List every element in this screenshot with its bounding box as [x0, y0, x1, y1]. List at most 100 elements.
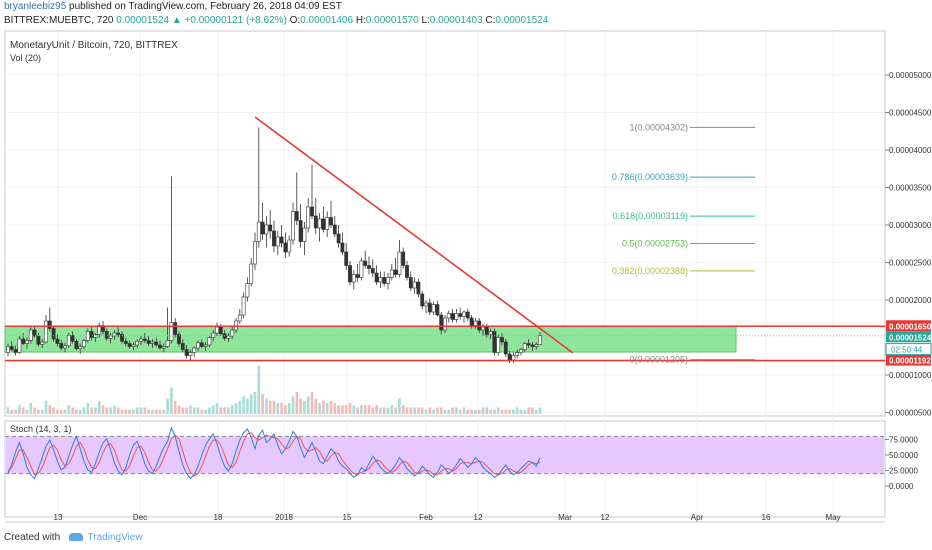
candle-body [89, 331, 94, 338]
time-tick-label: May [825, 513, 840, 522]
volume-bar [208, 407, 211, 414]
candle-body [17, 338, 22, 353]
candle-body [146, 340, 151, 344]
volume-bar [268, 400, 272, 414]
candle-body [249, 263, 254, 284]
price-tag-label: 0.00001650 [889, 322, 932, 331]
tradingview-logo-icon [68, 533, 83, 542]
volume-bar [436, 407, 439, 414]
candle-body [291, 211, 295, 241]
volume-bar [447, 409, 451, 414]
candle-body [135, 340, 140, 346]
volume-bar [405, 407, 409, 414]
volume-bar [401, 405, 405, 414]
volume-bar [348, 403, 352, 414]
volume-bar [439, 407, 443, 414]
open-value: 0.00001406 [300, 15, 354, 26]
volume-bar [508, 409, 511, 414]
candle-body [511, 355, 516, 361]
volume-bar [132, 409, 135, 414]
stoch-d-line [7, 432, 541, 477]
candle-body [21, 338, 26, 344]
candle-body [158, 344, 162, 349]
price-tag [886, 320, 931, 332]
volume-bar [223, 407, 226, 414]
volume-bar [500, 409, 504, 414]
candle-body [481, 326, 485, 331]
volume-bar [496, 407, 500, 414]
candle-body [389, 269, 394, 278]
volume-bar [101, 405, 105, 414]
candle-body [416, 281, 421, 295]
volume-bar [63, 409, 67, 414]
candle-body [405, 265, 409, 278]
footer: Created with TradingView [4, 532, 143, 543]
volume-bar [344, 405, 348, 414]
volume-bar [371, 407, 375, 414]
fib-level-label: 1(0.00004302) [629, 122, 688, 132]
candle-body [526, 343, 531, 346]
candle-body [443, 317, 447, 331]
volume-bar [451, 407, 454, 414]
volume-bar [200, 409, 204, 414]
candle-body [332, 224, 337, 235]
volume-bar [299, 398, 302, 414]
volume-bar [105, 407, 109, 414]
price-tag-label: 0.00001524 [889, 333, 932, 342]
support-resistance-zone [4, 325, 737, 353]
volume-bar [398, 398, 401, 414]
high-value: 0.00001570 [365, 15, 419, 26]
candle-body [165, 340, 170, 347]
volume-bar [379, 407, 382, 414]
candle-body [435, 304, 440, 316]
author-link[interactable]: bryanleebiz95 [4, 1, 67, 12]
volume-bar [158, 409, 162, 414]
candle-body [393, 269, 398, 275]
candle-body [169, 322, 174, 341]
candle-body [427, 302, 432, 313]
volume-bar [78, 409, 82, 414]
candle-body [55, 338, 60, 344]
tradingview-brand[interactable]: TradingView [87, 532, 143, 543]
volume-bar [18, 405, 21, 414]
volume-bar [337, 405, 340, 414]
volume-bar [14, 409, 17, 414]
volume-bar [71, 407, 74, 414]
candle-body [515, 352, 520, 356]
volume-bar [67, 405, 71, 414]
volume-bar [284, 405, 287, 414]
volume-bar [33, 407, 36, 414]
time-tick-label: 12 [601, 513, 610, 522]
candle-body [36, 335, 41, 345]
volume-bar [151, 409, 154, 414]
volume-bar [314, 398, 318, 414]
candle-body [283, 242, 288, 253]
volume-bar [417, 407, 420, 414]
candle-body [63, 345, 67, 349]
volume-bar [238, 400, 242, 414]
fib-level-label: 0(0.00001205) [629, 355, 688, 365]
volume-bar [512, 409, 515, 414]
price-tick-label: 0.00004000 [889, 146, 932, 155]
candle-body [321, 218, 326, 230]
publish-line: bryanleebiz95 published on TradingView.c… [4, 1, 342, 12]
time-tick-label: 15 [343, 513, 352, 522]
candle-body [382, 277, 387, 284]
candle-body [340, 242, 345, 253]
candle-body [484, 326, 489, 335]
volume-bar [10, 409, 14, 414]
candle-body [192, 347, 197, 353]
volume-bar [363, 405, 367, 414]
candle-body [325, 217, 330, 230]
time-tick-label: Feb [419, 513, 433, 522]
volume-bar [246, 398, 249, 414]
volume-bar [135, 407, 139, 414]
candle-body [241, 296, 246, 316]
price-tag [886, 354, 931, 366]
volume-bar [428, 407, 432, 414]
volume-bar [154, 409, 158, 414]
volume-bar [113, 405, 116, 414]
candle-body [59, 343, 64, 349]
